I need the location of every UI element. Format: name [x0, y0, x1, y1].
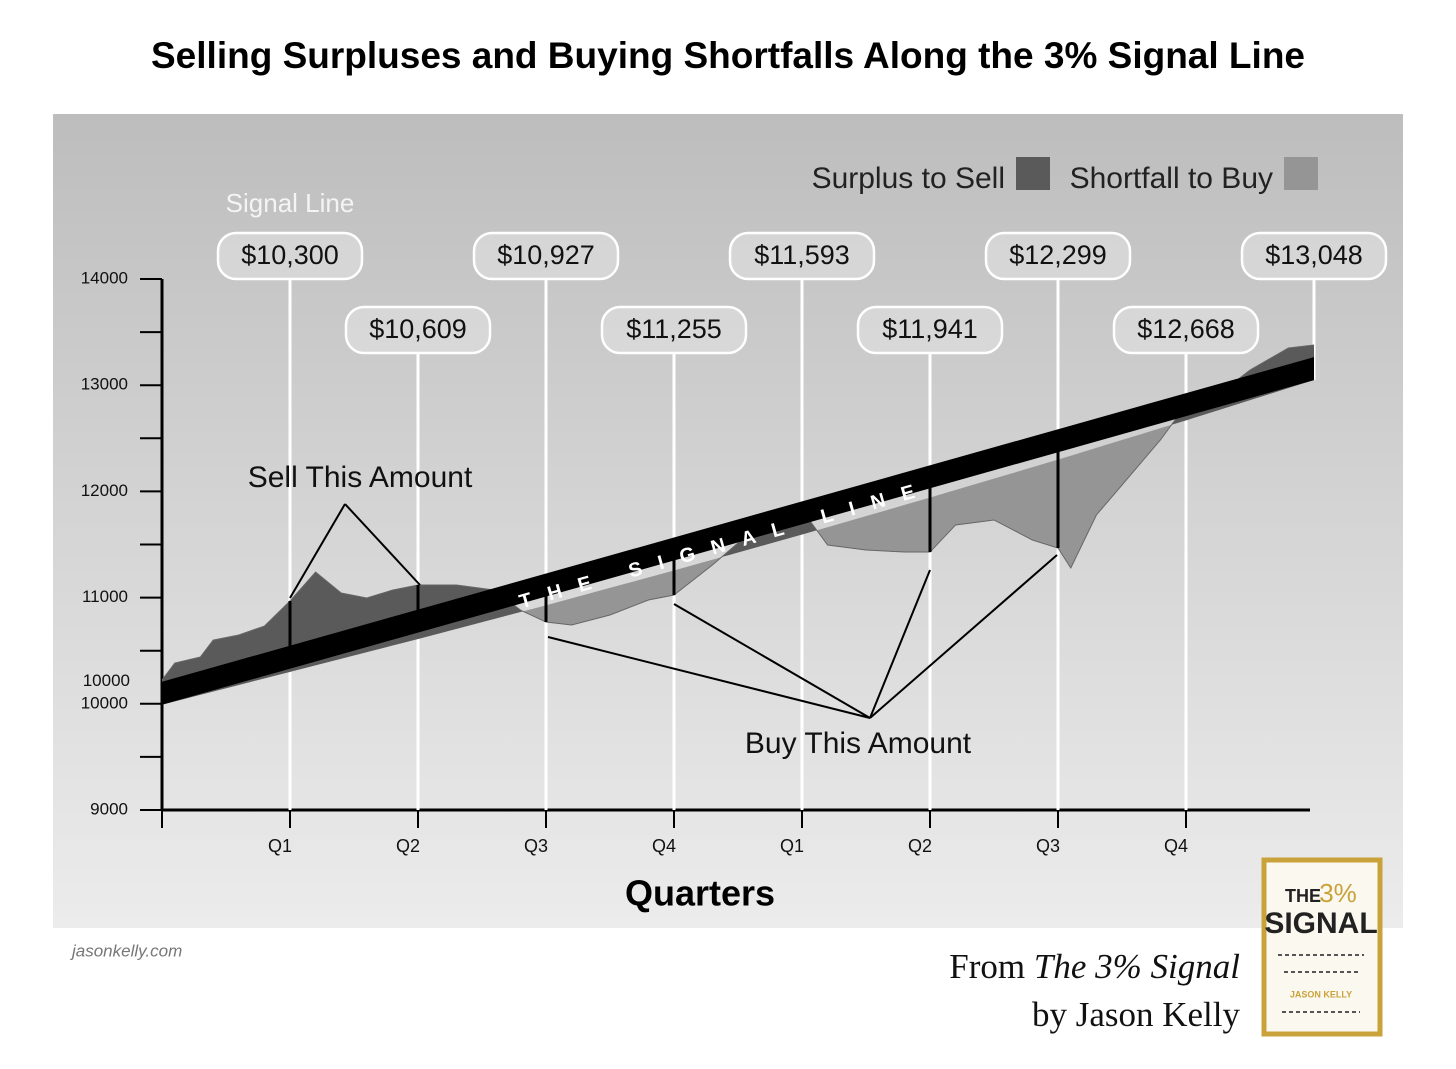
x-tick-label: Q2 — [396, 836, 420, 856]
data-label: $11,941 — [882, 314, 978, 344]
signal-band — [162, 357, 1314, 705]
callout-box — [728, 231, 876, 281]
book-title: The 3% Signal — [1034, 947, 1240, 986]
data-label: $11,255 — [626, 314, 722, 344]
y-tick-label: 13000 — [81, 375, 128, 394]
price-line — [161, 344, 1315, 681]
callout-box — [984, 231, 1132, 281]
cover-the: THE — [1285, 886, 1321, 906]
legend-swatch — [1016, 157, 1050, 190]
signal-line-label: Signal Line — [226, 188, 355, 218]
y-tick-label: 12000 — [81, 481, 128, 500]
callout-box — [600, 305, 748, 355]
data-label: $12,299 — [1009, 240, 1107, 270]
callout-box — [1112, 305, 1260, 355]
y-tick-label: 9000 — [90, 799, 128, 818]
callout-box — [344, 305, 492, 355]
x-tick-label: Q3 — [1036, 836, 1060, 856]
annotation-pointer — [869, 554, 1058, 719]
annotation-pointer — [344, 503, 421, 586]
annotation-pointer — [547, 636, 871, 719]
cover-pct: 3% — [1319, 878, 1357, 908]
x-tick-label: Q4 — [652, 836, 676, 856]
y-tick-label: 10000 — [81, 693, 128, 712]
plot: 14000 13000 12000 11000 10000 9000 Q1 Q2 Q3 Q4 Q1 Q… — [81, 157, 1388, 856]
chart-title: Selling Surpluses and Buying Shortfalls … — [151, 35, 1305, 76]
annotation-pointer — [289, 503, 346, 599]
signal-start-label: 10000 — [83, 671, 130, 690]
annotation-pointer — [673, 603, 871, 719]
x-tick-label: Q1 — [268, 836, 292, 856]
signal-line — [289, 368, 1315, 661]
legend-label: Surplus to Sell — [812, 162, 1005, 195]
callout-box — [216, 231, 364, 281]
book-cover: THE 3% SIGNAL JASON KELLY — [1261, 857, 1383, 1037]
callout-box — [856, 305, 1004, 355]
data-label: $10,927 — [497, 240, 595, 270]
y-tick-label: 14000 — [81, 268, 128, 287]
data-label: $12,668 — [1137, 314, 1235, 344]
callout-box — [1240, 231, 1388, 281]
source: jasonkelly.com — [70, 941, 182, 960]
x-axis-label: Quarters — [625, 873, 775, 914]
legend-label: Shortfall to Buy — [1070, 162, 1273, 195]
cover-frame — [1261, 857, 1383, 1037]
data-label: $10,609 — [369, 314, 467, 344]
legend-swatch — [1284, 157, 1318, 190]
annotation-pointer — [869, 569, 931, 719]
x-tick-label: Q1 — [780, 836, 804, 856]
x-tick-label: Q2 — [908, 836, 932, 856]
y-tick-label: 11000 — [82, 587, 128, 606]
cover-author: JASON KELLY — [1290, 989, 1352, 999]
annotation-sell: Sell This Amount — [248, 461, 473, 494]
credit-prefix: From — [949, 947, 1025, 986]
callout-box — [472, 231, 620, 281]
data-label: $10,300 — [241, 240, 339, 270]
data-label: $11,593 — [754, 240, 850, 270]
x-tick-label: Q4 — [1164, 836, 1188, 856]
x-tick-label: Q3 — [524, 836, 548, 856]
credit: From The 3% Signal — [949, 947, 1240, 986]
data-label: $13,048 — [1265, 240, 1363, 270]
author: by Jason Kelly — [1032, 995, 1241, 1034]
annotation-buy: Buy This Amount — [745, 727, 972, 760]
cover-signal: SIGNAL — [1264, 907, 1377, 940]
